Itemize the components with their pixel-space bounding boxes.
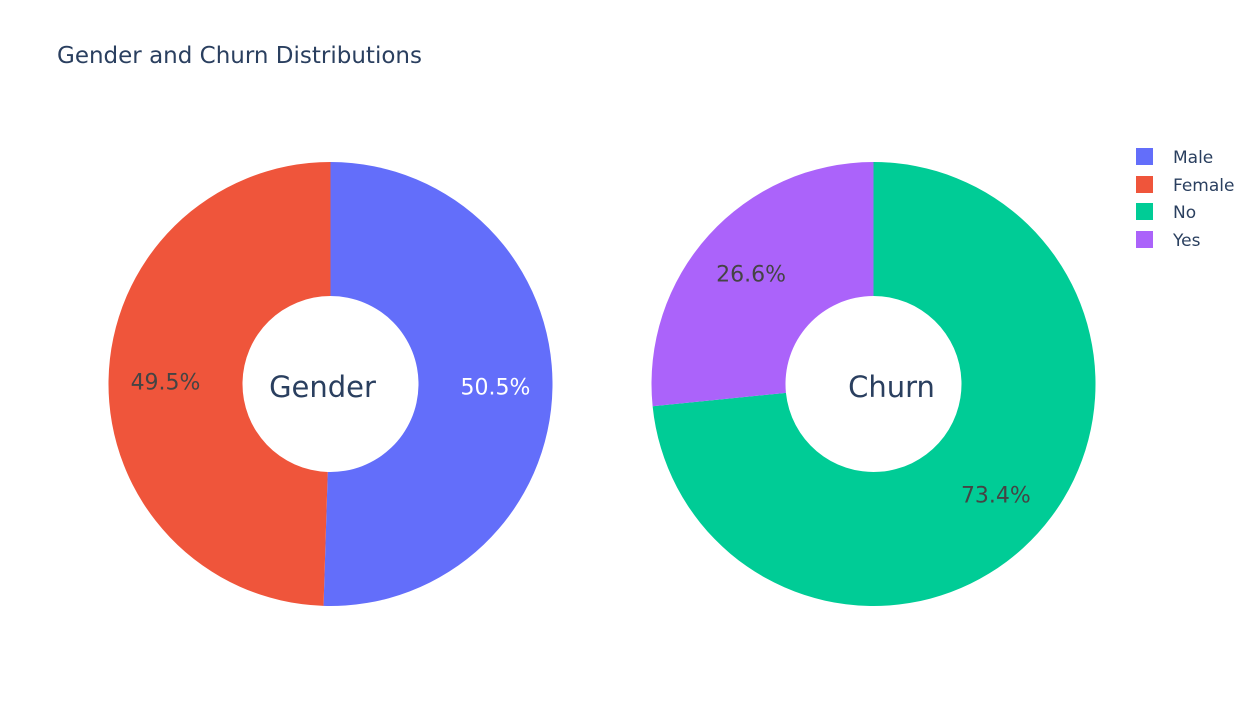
legend-item-female[interactable]: Female bbox=[1136, 176, 1234, 196]
center-label-churn: Churn bbox=[848, 370, 935, 404]
legend-item-no[interactable]: No bbox=[1136, 203, 1196, 223]
slice-label-yes: 26.6% bbox=[716, 262, 786, 287]
legend-swatch-male bbox=[1136, 148, 1153, 165]
center-label-gender: Gender bbox=[269, 370, 376, 404]
slice-label-no: 73.4% bbox=[961, 484, 1031, 509]
legend: Male Female No Yes bbox=[1136, 148, 1234, 251]
legend-label-male: Male bbox=[1173, 148, 1213, 168]
legend-swatch-female bbox=[1136, 176, 1153, 193]
legend-item-yes[interactable]: Yes bbox=[1136, 231, 1201, 251]
slice-label-male: 50.5% bbox=[461, 376, 531, 401]
slice-no[interactable] bbox=[652, 162, 1096, 606]
legend-label-female: Female bbox=[1173, 176, 1234, 196]
chart-title: Gender and Churn Distributions bbox=[57, 43, 422, 69]
legend-swatch-no bbox=[1136, 203, 1153, 220]
slice-label-female: 49.5% bbox=[131, 370, 201, 395]
legend-label-yes: Yes bbox=[1172, 231, 1201, 251]
legend-item-male[interactable]: Male bbox=[1136, 148, 1213, 168]
slice-male[interactable] bbox=[323, 162, 553, 606]
gender-donut: 50.5% 49.5% Gender bbox=[108, 162, 553, 606]
slice-yes[interactable] bbox=[651, 162, 874, 407]
legend-label-no: No bbox=[1173, 203, 1196, 223]
slice-female[interactable] bbox=[108, 162, 331, 606]
churn-donut: 73.4% 26.6% Churn bbox=[651, 162, 1096, 606]
legend-swatch-yes bbox=[1136, 231, 1153, 248]
